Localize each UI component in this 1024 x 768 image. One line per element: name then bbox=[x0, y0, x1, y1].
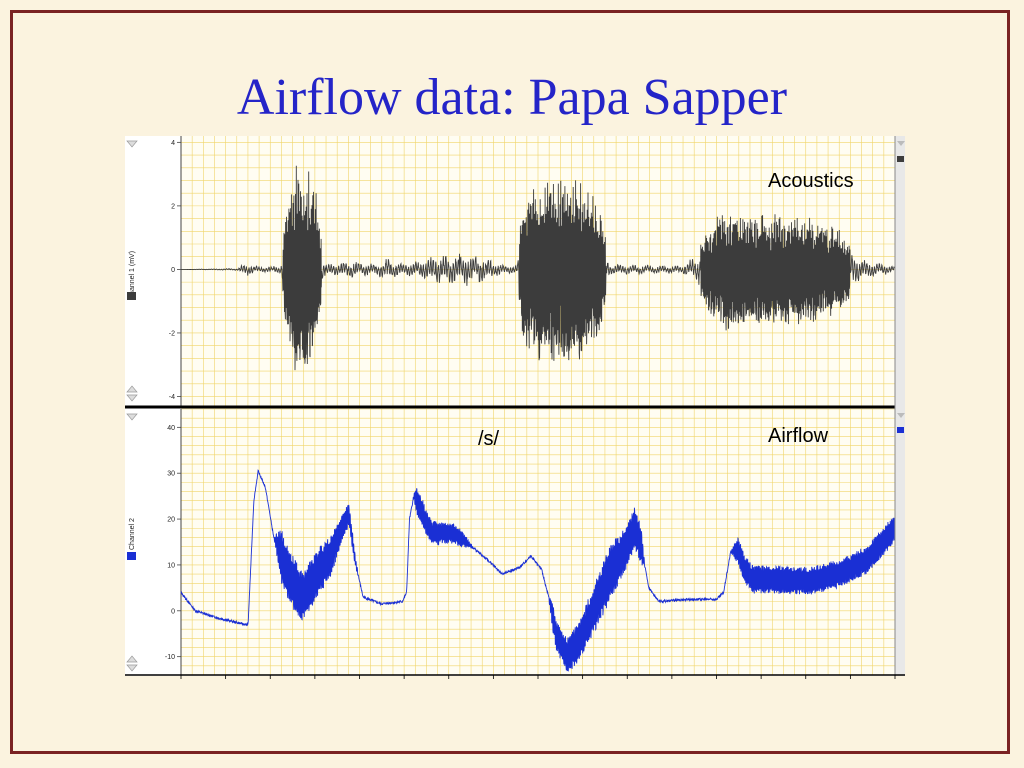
slide-title: Airflow data: Papa Sapper bbox=[236, 69, 788, 126]
airflow-panel: 40 30 20 10 0 -10 Channel 2 Airflow /s/ bbox=[125, 408, 896, 676]
airflow-tick-label: 40 bbox=[167, 425, 175, 432]
acoustics-tick-label: 2 bbox=[171, 203, 175, 210]
segment-label-s: /s/ bbox=[478, 428, 500, 450]
airflow-scroll-down-icon[interactable] bbox=[126, 413, 138, 421]
acoustics-trace bbox=[181, 165, 896, 371]
airflow-scale-down-icon[interactable] bbox=[126, 664, 138, 672]
airflow-tick-label: 30 bbox=[167, 471, 175, 478]
airflow-left-strip bbox=[125, 409, 181, 675]
airflow-annotation: Airflow bbox=[768, 425, 829, 447]
right-scroll-down-icon-2[interactable] bbox=[897, 413, 905, 418]
slide-frame bbox=[10, 10, 1010, 754]
acoustics-left-strip bbox=[125, 136, 181, 406]
acoustics-annotation: Acoustics bbox=[768, 170, 854, 192]
acoustics-right-swatch bbox=[897, 156, 904, 162]
airflow-y-ticks: 40 30 20 10 0 -10 bbox=[165, 425, 181, 661]
airflow-grid bbox=[181, 408, 895, 676]
airflow-right-swatch bbox=[897, 427, 904, 433]
airflow-channel-label: Channel 2 bbox=[129, 518, 136, 550]
acoustics-panel: 4 2 0 -2 -4 Channel 1 (mV) Acoustics bbox=[125, 136, 896, 406]
acoustics-tick-label: 0 bbox=[171, 267, 175, 274]
acoustics-scale-down-icon[interactable] bbox=[126, 394, 138, 402]
airflow-tick-label: 10 bbox=[167, 562, 175, 569]
time-axis-ticks bbox=[180, 675, 896, 679]
airflow-tick-label: 0 bbox=[171, 608, 175, 615]
airflow-trace bbox=[180, 469, 896, 672]
acoustics-channel-color-swatch bbox=[127, 292, 136, 300]
right-scroll-down-icon[interactable] bbox=[897, 141, 905, 146]
airflow-tick-label: 20 bbox=[167, 517, 175, 524]
acoustics-y-ticks: 4 2 0 -2 -4 bbox=[169, 140, 181, 401]
airflow-channel-label-group: Channel 2 bbox=[129, 518, 136, 550]
airflow-tick-label: -10 bbox=[165, 654, 175, 661]
right-scrollbar[interactable] bbox=[895, 136, 905, 676]
acoustics-channel-label-group: Channel 1 (mV) bbox=[129, 251, 136, 300]
acoustics-channel-label: Channel 1 (mV) bbox=[129, 251, 136, 300]
acoustics-scroll-up-icon[interactable] bbox=[126, 140, 138, 148]
acoustics-tick-label: 4 bbox=[171, 140, 175, 147]
acoustics-scale-up-icon[interactable] bbox=[126, 385, 138, 393]
acoustics-tick-label: -2 bbox=[169, 330, 175, 337]
airflow-channel-color-swatch bbox=[127, 552, 136, 560]
acoustics-tick-label: -4 bbox=[169, 394, 175, 401]
airflow-scale-up-icon[interactable] bbox=[126, 655, 138, 663]
